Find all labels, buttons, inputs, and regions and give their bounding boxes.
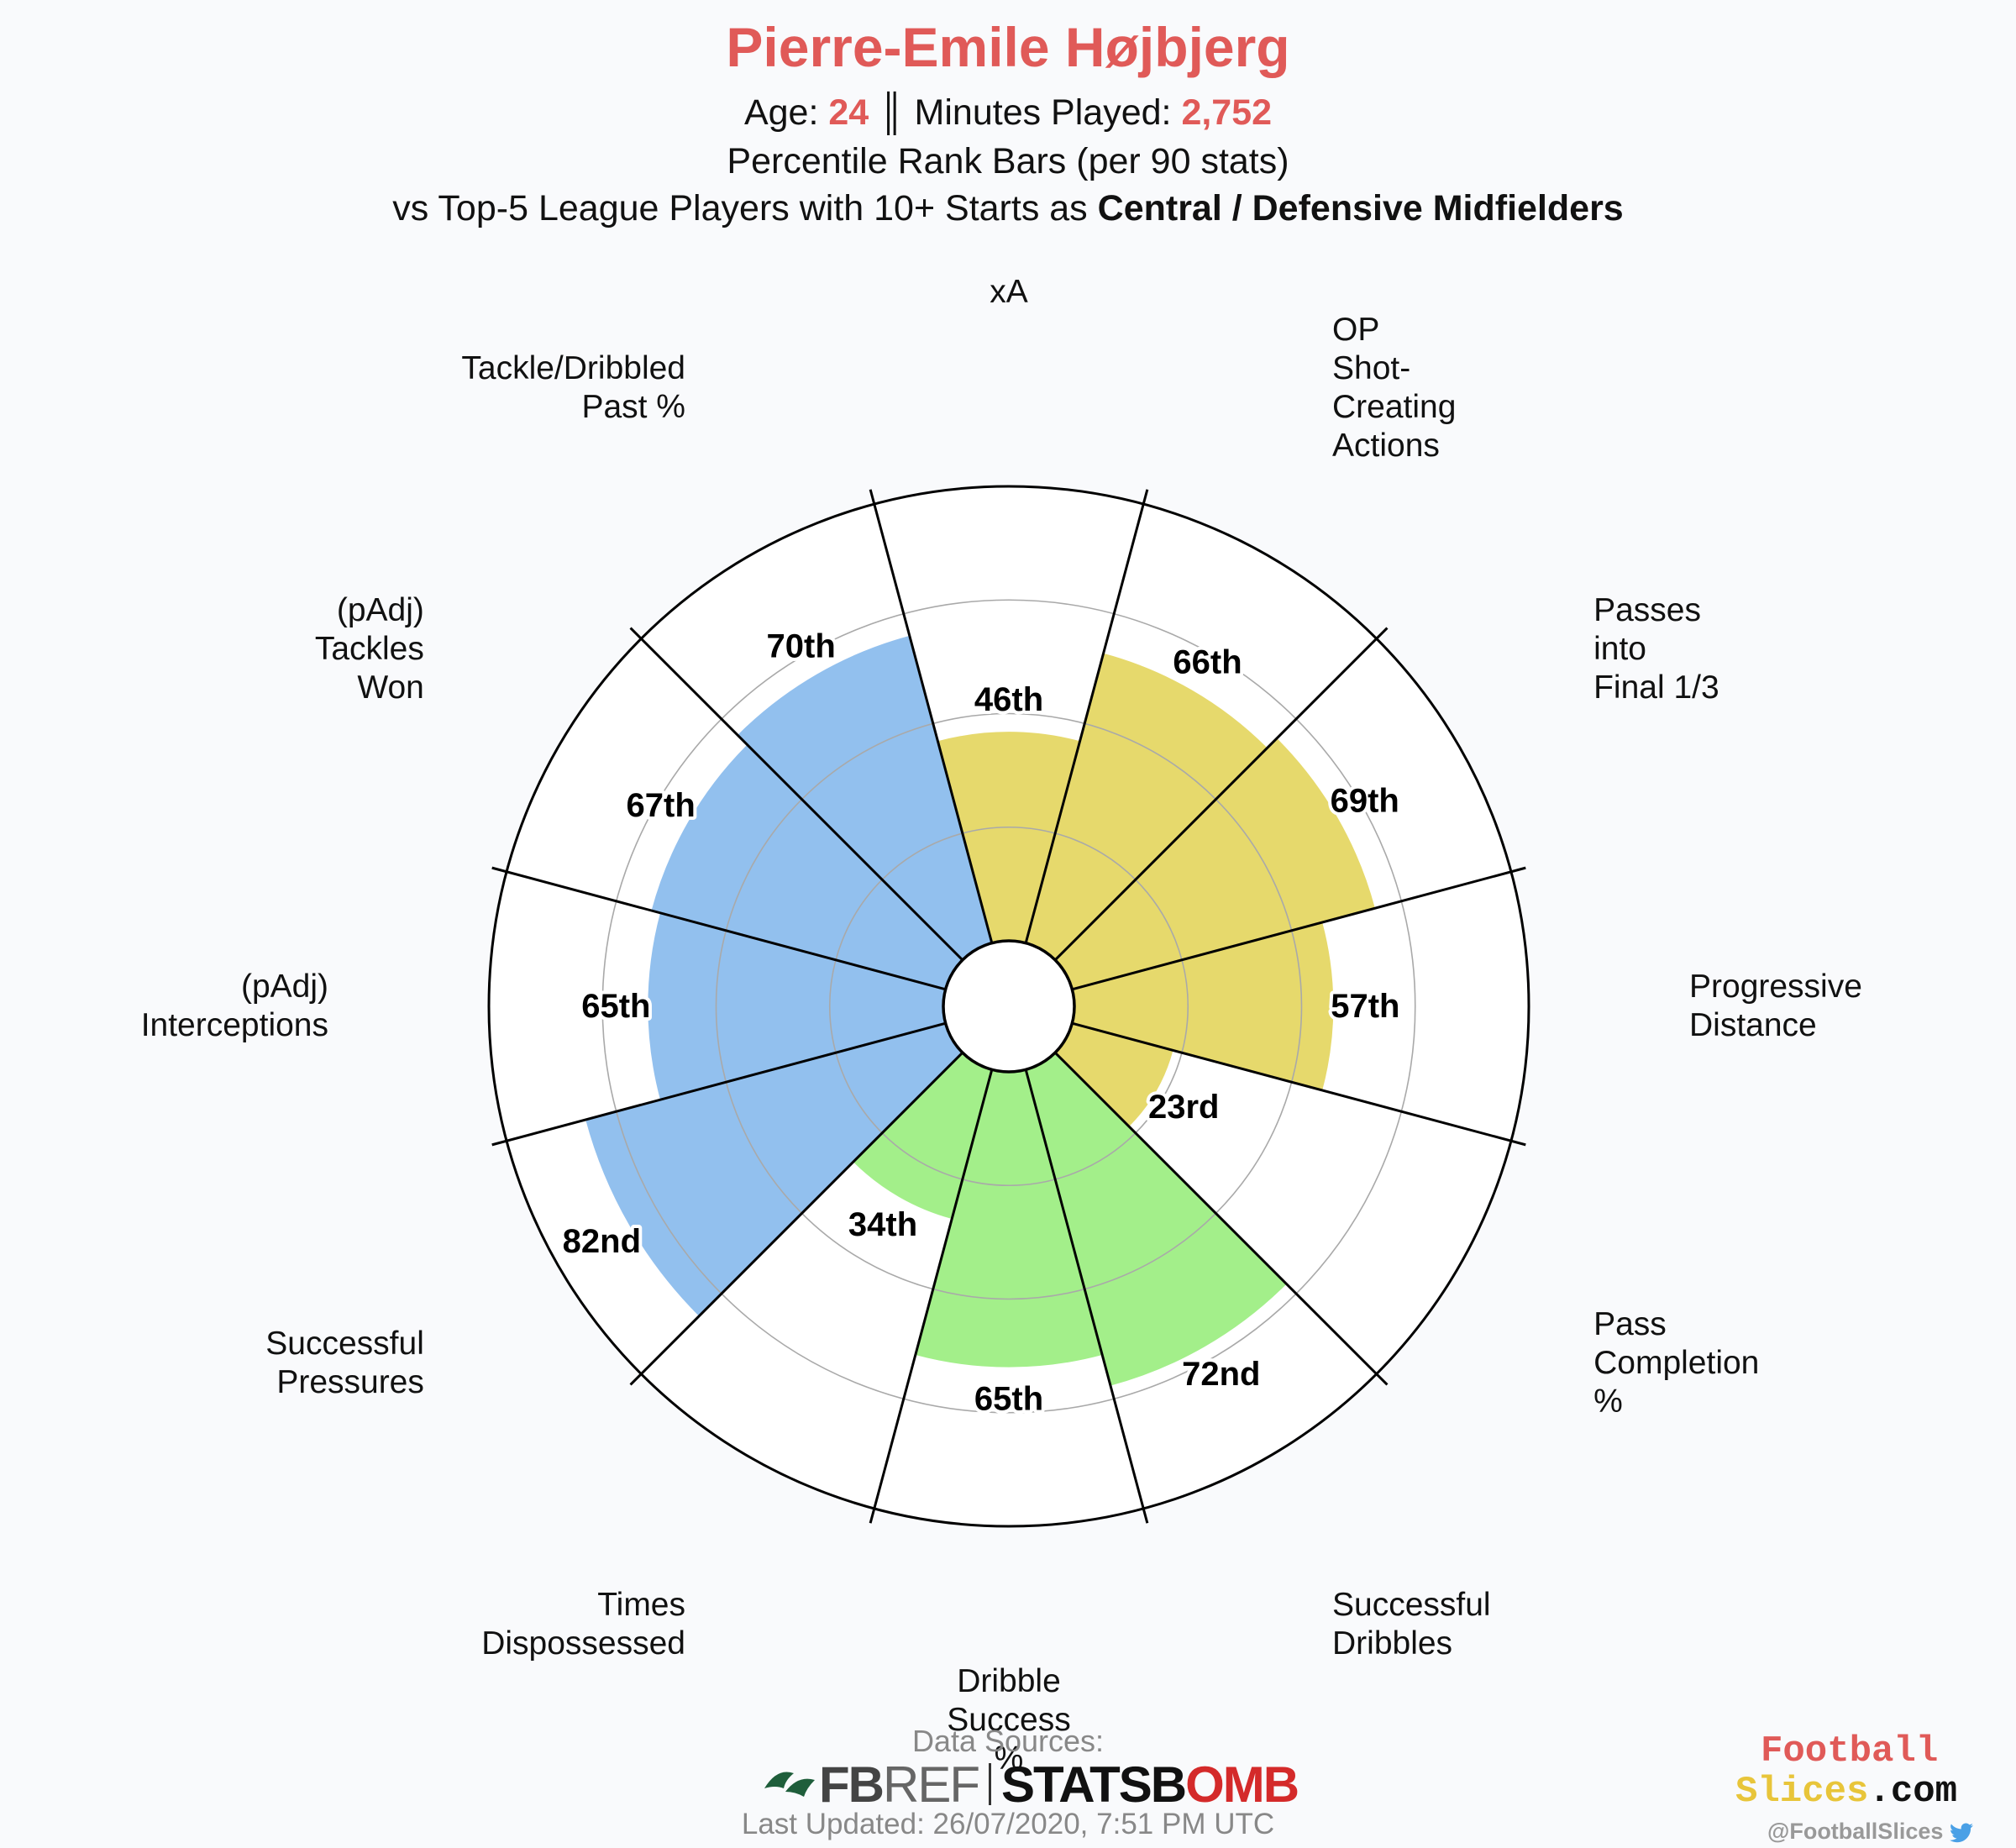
value-label-7: 65th: [974, 1381, 1043, 1418]
gridline-50: [715, 712, 1303, 1300]
chart-subtitle: Percentile Rank Bars (per 90 stats): [727, 141, 1289, 181]
spoke-11: [491, 866, 947, 991]
category-label-6: Successful Dribbles: [1332, 1587, 1491, 1662]
spoke-10: [491, 1021, 947, 1147]
spoke-8: [869, 1068, 994, 1524]
spoke-7: [1024, 1068, 1149, 1524]
value-label-2: 66th: [1173, 643, 1242, 680]
logo-divider: [988, 1763, 991, 1805]
value-label-1: 46th: [974, 681, 1043, 718]
bar-7: [915, 1069, 1103, 1368]
fbref-ref: REF: [882, 1756, 980, 1813]
value-label-5: 23rd: [1148, 1089, 1220, 1126]
category-label-8: Times Dispossessed: [481, 1587, 685, 1662]
minutes-label: Minutes Played:: [914, 92, 1182, 133]
brand-slices: Slices.com: [1735, 1771, 1957, 1813]
bar-1: [937, 732, 1080, 943]
value-label-4: 57th: [1331, 988, 1399, 1025]
fbref-fb: FB: [819, 1756, 885, 1813]
handle-text: @FootballSlices: [1767, 1819, 1944, 1844]
bar-5: [1055, 1023, 1173, 1127]
statsbomb-logo: STATSBOMB: [1000, 1756, 1299, 1814]
brand-dotcom: .com: [1868, 1771, 1958, 1813]
minutes-value: 2,752: [1181, 92, 1273, 133]
center-hole: [942, 939, 1076, 1074]
statsbomb-a: STATSB: [1000, 1756, 1187, 1813]
gridline-25: [828, 826, 1189, 1187]
category-label-7: Dribble Success %: [947, 1663, 1071, 1777]
twitter-bird-icon: [1949, 1823, 1973, 1843]
player-name: Pierre-Emile Højbjerg: [726, 16, 1290, 78]
bar-10: [648, 912, 946, 1100]
category-label-11: (pAdj) Tackles Won: [314, 592, 424, 706]
value-label-8: 34th: [848, 1206, 917, 1243]
comparison-prefix: vs Top-5 League Players with 10+ Starts …: [392, 188, 1098, 228]
category-label-10: (pAdj) Interceptions: [140, 969, 328, 1043]
statsbomb-b: O: [1185, 1756, 1225, 1813]
value-label-3: 69th: [1331, 782, 1399, 819]
bar-9: [585, 1023, 963, 1316]
bar-3: [1055, 738, 1375, 990]
value-label-9: 82nd: [563, 1223, 641, 1260]
last-updated: Last Updated: 26/07/2020, 7:51 PM UTC: [741, 1808, 1275, 1840]
spoke-12: [629, 627, 963, 961]
spoke-6: [1054, 1052, 1389, 1386]
spoke-2: [1024, 489, 1149, 944]
gridline-75: [601, 599, 1416, 1414]
value-label-11: 67th: [627, 787, 696, 824]
spoke-1: [869, 489, 994, 944]
value-label-12: 70th: [767, 628, 836, 665]
category-label-2: OP Shot- Creating Actions: [1332, 311, 1457, 464]
info-separator: ║: [869, 92, 915, 133]
spoke-4: [1071, 866, 1526, 991]
data-sources-label: Data Sources:: [911, 1724, 1105, 1758]
twitter-handle: @FootballSlices: [1767, 1819, 1973, 1845]
spoke-3: [1054, 627, 1389, 961]
category-label-9: Successful Pressures: [265, 1326, 424, 1400]
age-label: Age:: [743, 92, 829, 133]
brand-slices-word: Slices: [1735, 1771, 1869, 1813]
brand-football: Football: [1761, 1730, 1939, 1772]
outer-ring: [487, 485, 1530, 1528]
bar-12: [738, 635, 992, 960]
bar-11: [651, 744, 963, 990]
category-label-12: Tackle/Dribbled Past %: [461, 349, 685, 425]
age-value: 24: [828, 92, 869, 133]
source-logos: FB REF STATSBOMB: [760, 1756, 1299, 1813]
fbref-logo: FB REF: [819, 1756, 980, 1814]
category-label-3: Passes into Final 1/3: [1593, 592, 1719, 706]
player-info: Age: 24 ║ Minutes Played: 2,752: [0, 92, 2016, 134]
bar-6: [1026, 1053, 1287, 1386]
comparison-line: vs Top-5 League Players with 10+ Starts …: [0, 188, 2016, 229]
value-label-6: 72nd: [1182, 1356, 1260, 1393]
category-label-1: xA: [990, 274, 1028, 310]
value-label-10: 65th: [581, 988, 650, 1025]
bar-4: [1072, 922, 1334, 1090]
comparison-position: Central / Defensive Midfielders: [1097, 188, 1624, 228]
spoke-9: [629, 1052, 963, 1386]
statsbomb-c: MB: [1222, 1756, 1299, 1813]
category-label-4: Progressive Distance: [1689, 969, 1862, 1043]
fbref-leaf-icon: [764, 1772, 815, 1797]
bar-2: [1026, 653, 1268, 960]
category-label-5: Pass Completion %: [1593, 1306, 1760, 1420]
spoke-5: [1071, 1021, 1526, 1147]
